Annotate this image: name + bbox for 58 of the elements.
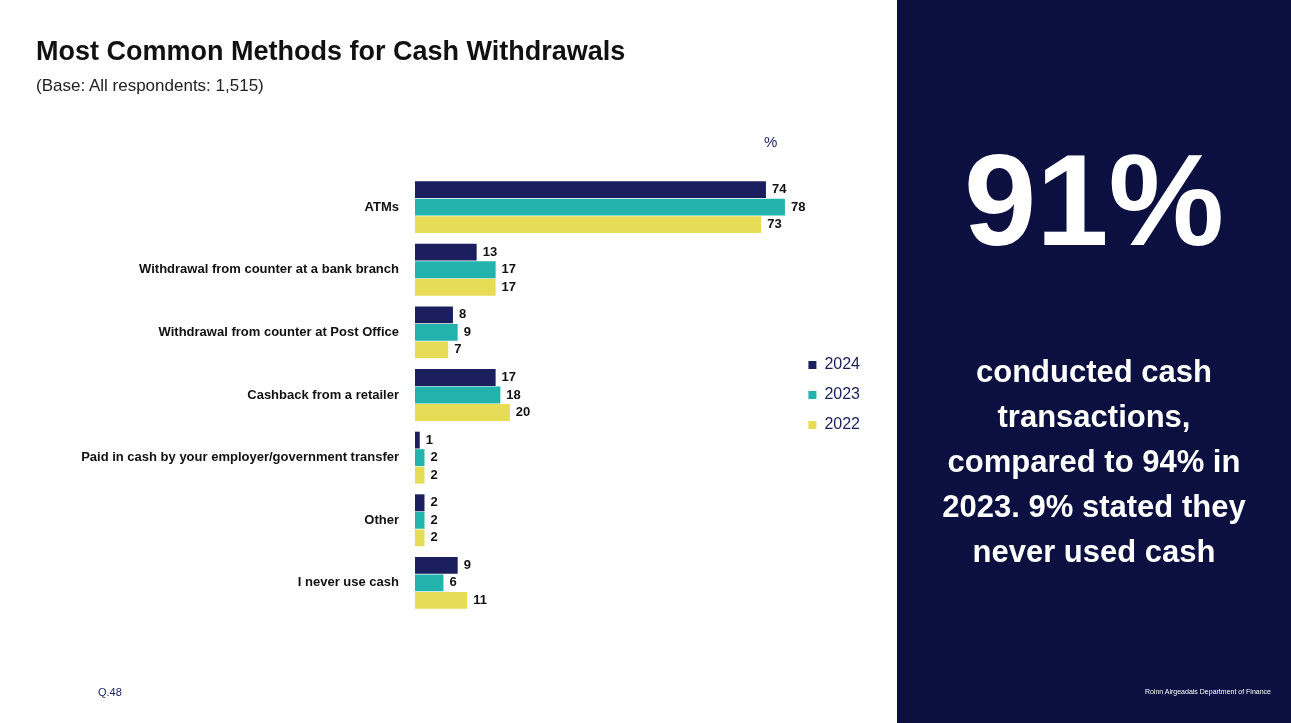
data-label: 1 [425,431,433,447]
text: conducted cash transactions, compared to 94% in 2023. 9% stated they never used cash [941,353,1247,571]
data-label: 74 [771,181,788,197]
text: Q.48 [98,686,122,698]
chart-title: Most Common Methods for Cash Withdrawals [36,36,626,67]
data-label: 2 [430,494,438,510]
bar [415,592,468,609]
data-label: 73 [767,216,782,232]
y-tick-label: Other [364,511,399,527]
data-label: 2 [430,449,438,465]
data-label: 11 [473,592,487,607]
bar [415,278,496,296]
y-tick-label: ATMs [364,198,399,214]
bar [415,181,766,198]
bar [415,243,477,261]
data-label: 7 [454,341,462,357]
y-tick-label: I never use cash [297,574,400,590]
data-label: 18 [506,386,521,402]
bar [415,306,453,324]
data-label: 8 [458,306,467,322]
data-label: 6 [449,574,457,590]
bar [415,431,420,449]
bar [415,216,762,234]
y-tick-label: Withdrawal from counter at Post Office [158,323,399,339]
bar [415,449,425,467]
data-label: 17 [501,278,517,294]
bar [415,511,425,529]
bar [415,341,449,359]
bar [415,556,458,574]
text: 91% [962,127,1226,273]
data-label: 2 [430,529,438,545]
data-label: 2 [430,466,438,482]
data-label: 9 [463,323,471,339]
bar [415,529,425,547]
legend-label: 2023 [824,385,861,403]
y-tick-label: Cashback from a retailer [247,386,399,402]
text: (Base: All respondents: 1,515) [36,76,264,96]
bar [415,369,496,386]
y-tick-label: Withdrawal from counter at a bank branch [139,261,400,277]
legend-label: 2024 [824,355,861,373]
bar [415,494,425,512]
y-tick-label: Paid in cash by your employer/government transfer [81,449,399,465]
bar [415,404,510,421]
bar [415,574,444,592]
data-label: 20 [515,404,531,420]
data-label: 2 [430,511,438,527]
bar [415,386,501,404]
bar [415,261,496,279]
data-label: 13 [482,243,498,259]
data-label: 78 [790,198,806,214]
legend-label: 2022 [824,415,861,433]
text: % [764,133,778,150]
bar [415,466,425,484]
data-label: 9 [463,556,471,572]
bar [415,198,785,216]
bar [415,323,458,341]
data-label: 17 [501,369,517,385]
data-label: 17 [501,261,517,277]
